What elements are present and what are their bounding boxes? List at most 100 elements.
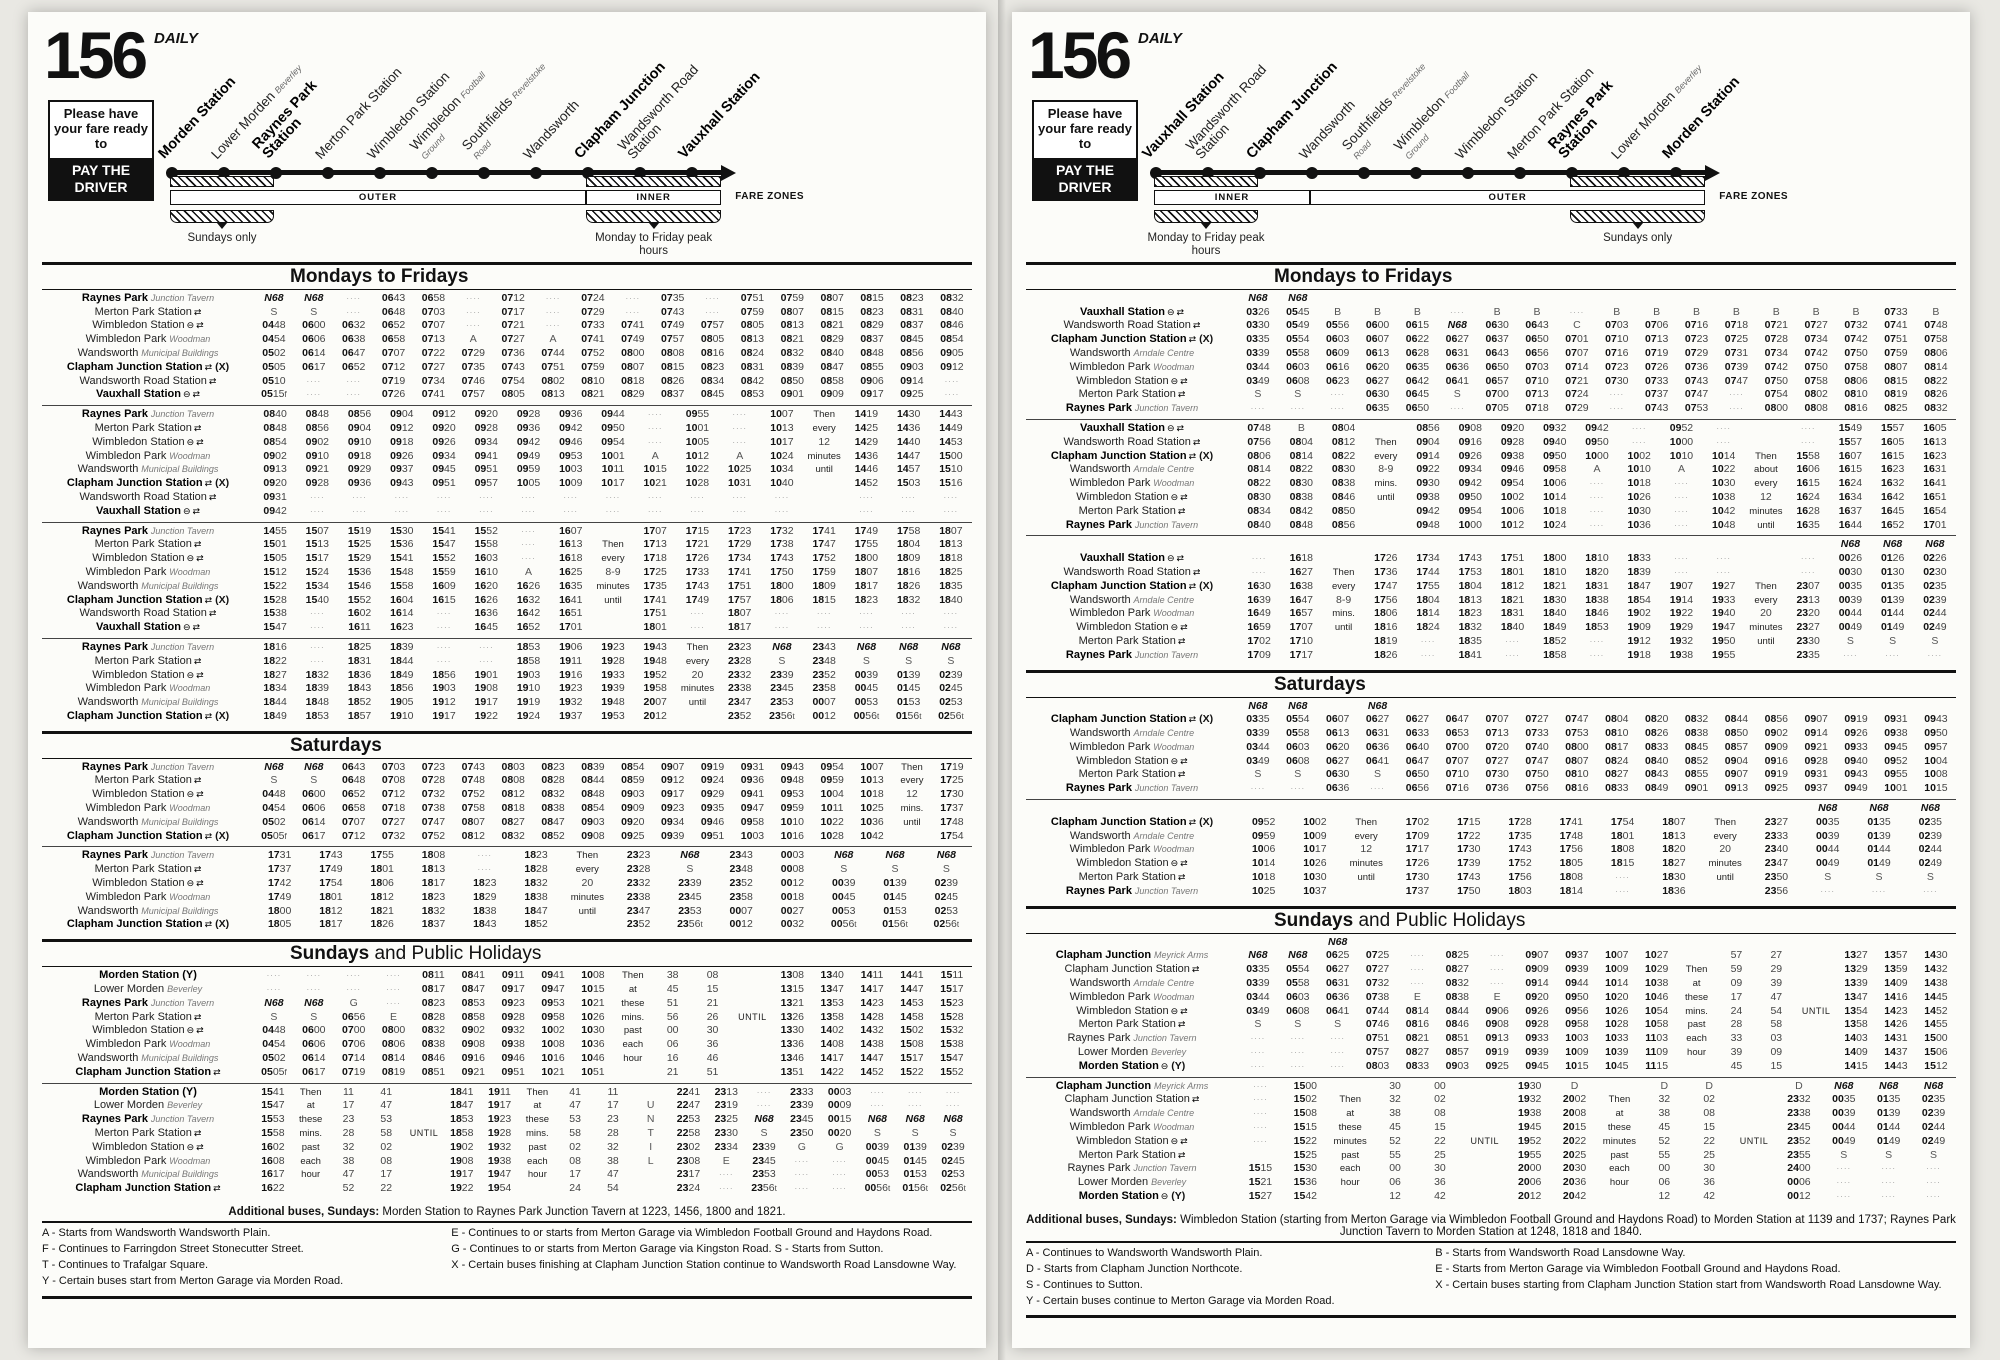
time-cell: each (1686, 1033, 1707, 1045)
time-cell: 0007 (729, 904, 753, 917)
time-cell: 0710 (1605, 333, 1629, 346)
footnote-letter: S (1931, 635, 1939, 648)
time-cell: 15 (1434, 1120, 1446, 1133)
time-cell: 0245 (939, 682, 963, 695)
time-cell: N68 (294, 292, 334, 306)
fare-zone-box: INNER (586, 190, 722, 205)
time-cell: 1726 (685, 552, 710, 565)
night-bus-code: N68 (680, 849, 700, 862)
time-cell: 0736 (501, 347, 525, 360)
time-cell (1462, 1093, 1507, 1107)
time-cell: 0156t (895, 710, 922, 722)
time-cell: 1330 (780, 1024, 804, 1037)
time-cell: 1009 (1565, 1045, 1589, 1058)
timetable-row: Wandsworth Municipal Buildings 1522 1534 15… (42, 580, 972, 594)
footnote-columns: A - Continues to Wandsworth Wandsworth P… (1026, 1240, 1956, 1316)
time-cell: 0727 (421, 360, 446, 373)
zone-callout (1570, 210, 1706, 223)
time-cell: 1813 (421, 863, 446, 876)
time-cell: 1809 (812, 579, 836, 592)
column-header-row: N68 N68 N68 (1026, 802, 1956, 816)
time-cell: 1947 (487, 1168, 512, 1181)
time-cell: 0710 (1525, 374, 1549, 387)
time-cell: 1717 (1405, 843, 1430, 856)
time-cell: 0814 (1405, 1004, 1430, 1017)
national-rail-icon: ⇄ (1191, 964, 1200, 975)
time-cell: 38 (1389, 1107, 1401, 1120)
time-cell: S (1238, 768, 1278, 782)
stop-name-cell: Raynes Park Junction Tavern (1065, 884, 1199, 897)
time-cell: 1836 (1662, 884, 1686, 897)
time-cell: 1417 (820, 1051, 844, 1064)
timetable-grid: Vauxhall Station ⊖ ⇄ 0748 B 0804 0856 0908 0920 0… (1026, 422, 1956, 532)
time-cell: minutes (596, 580, 630, 592)
time-cell: 0603 (1286, 740, 1310, 753)
footnote-letter: A (651, 449, 659, 462)
time-cell: ···· (1914, 649, 1956, 663)
time-cell: 2339 (678, 877, 702, 890)
time-cell: 0832 (421, 1024, 446, 1037)
time-cell: 0850 (780, 374, 804, 387)
time-cell: 0916 (1458, 435, 1482, 448)
time-cell: 1403 (1844, 1032, 1868, 1045)
night-bus-code: N68 (304, 996, 324, 1009)
no-service-dots: ···· (477, 865, 493, 875)
time-cell: mins. (1332, 608, 1355, 620)
direction-arrow-icon (721, 164, 737, 181)
time-cell: 1912 (1627, 635, 1651, 648)
time-cell: 45 (1389, 1120, 1401, 1133)
time-cell: 0949 (516, 449, 541, 462)
time-cell: ···· (1787, 436, 1829, 450)
timetable-row: Raynes Park Junction Tavern ···· ···· ···· 0… (1026, 402, 1956, 416)
time-cell: 0901 (1684, 782, 1709, 795)
timetable-row: Lower Morden Beverley ···· ···· ···· 0757 082… (1026, 1046, 1956, 1060)
time-cell: 2339 (790, 1099, 814, 1112)
time-cell: ···· (1597, 871, 1648, 885)
time-cell: 0505f (261, 1065, 287, 1078)
time-cell: 0045 (854, 682, 879, 695)
underground-icon: ⊖ (182, 389, 191, 400)
stop-dot (1514, 166, 1526, 179)
time-cell: 1525 (347, 538, 372, 551)
time-cell: 0620 (1365, 360, 1390, 373)
time-cell: 1932 (487, 1140, 512, 1153)
column-header-row: N68 N68 N68 (1026, 700, 1956, 714)
footnote-letter: S (1294, 768, 1302, 781)
time-cell: 0941 (541, 969, 565, 982)
time-cell: 0946 (700, 815, 725, 828)
time-cell: ···· (334, 306, 374, 320)
stop-name-cell: Wandsworth Municipal Buildings (77, 1051, 219, 1064)
time-cell: 1626 (516, 579, 541, 592)
time-cell: 1818 (939, 552, 963, 565)
no-service-dots: ···· (1290, 1061, 1306, 1071)
time-cell: 36 (706, 1038, 719, 1051)
time-cell: 0844 (1445, 1004, 1469, 1017)
time-cell: about (1754, 464, 1778, 476)
time-cell: 1831 (347, 654, 372, 667)
time-cell: 1801 (1500, 566, 1525, 579)
stop-name-cell: Merton Park Station ⇄ (94, 305, 202, 318)
time-cell: 1826 (896, 579, 921, 592)
stop-name-cell: Wimbledon Station ⊖ ⇄ (92, 1140, 204, 1153)
time-cell: 2339 (770, 668, 794, 681)
time-cell: B (1717, 306, 1757, 320)
time-cell: 1813 (1662, 829, 1686, 842)
time-cell: 1806 (370, 877, 394, 890)
timetable-block: N68 N68 N68 Vauxhall Station ⊖ ⇄ ···· 1618 1726 1… (1026, 535, 1956, 665)
time-cell: 1910 (390, 710, 414, 722)
sections: Mondays to Fridays N68 N68 Vauxhall Station… (1026, 262, 1956, 1207)
time-cell: 0752 (421, 829, 446, 842)
no-service-dots: ···· (690, 623, 705, 633)
stop-dot (1254, 166, 1266, 179)
time-cell: ···· (1703, 566, 1745, 580)
time-cell: 1635 (559, 579, 583, 592)
timetable-section: Sundays and Public Holidays Morden Statio… (42, 939, 972, 1199)
time-cell: 0838 (1684, 727, 1709, 740)
no-service-dots: ···· (1881, 1164, 1897, 1174)
time-cell: N68 (294, 997, 334, 1011)
time-cell: 0156t (902, 1182, 928, 1195)
time-cell: 0448 (262, 1024, 286, 1037)
time-cell: 1749 (685, 593, 710, 606)
time-cell: 0814 (1289, 449, 1314, 462)
time-cell: 1803 (1508, 884, 1532, 897)
